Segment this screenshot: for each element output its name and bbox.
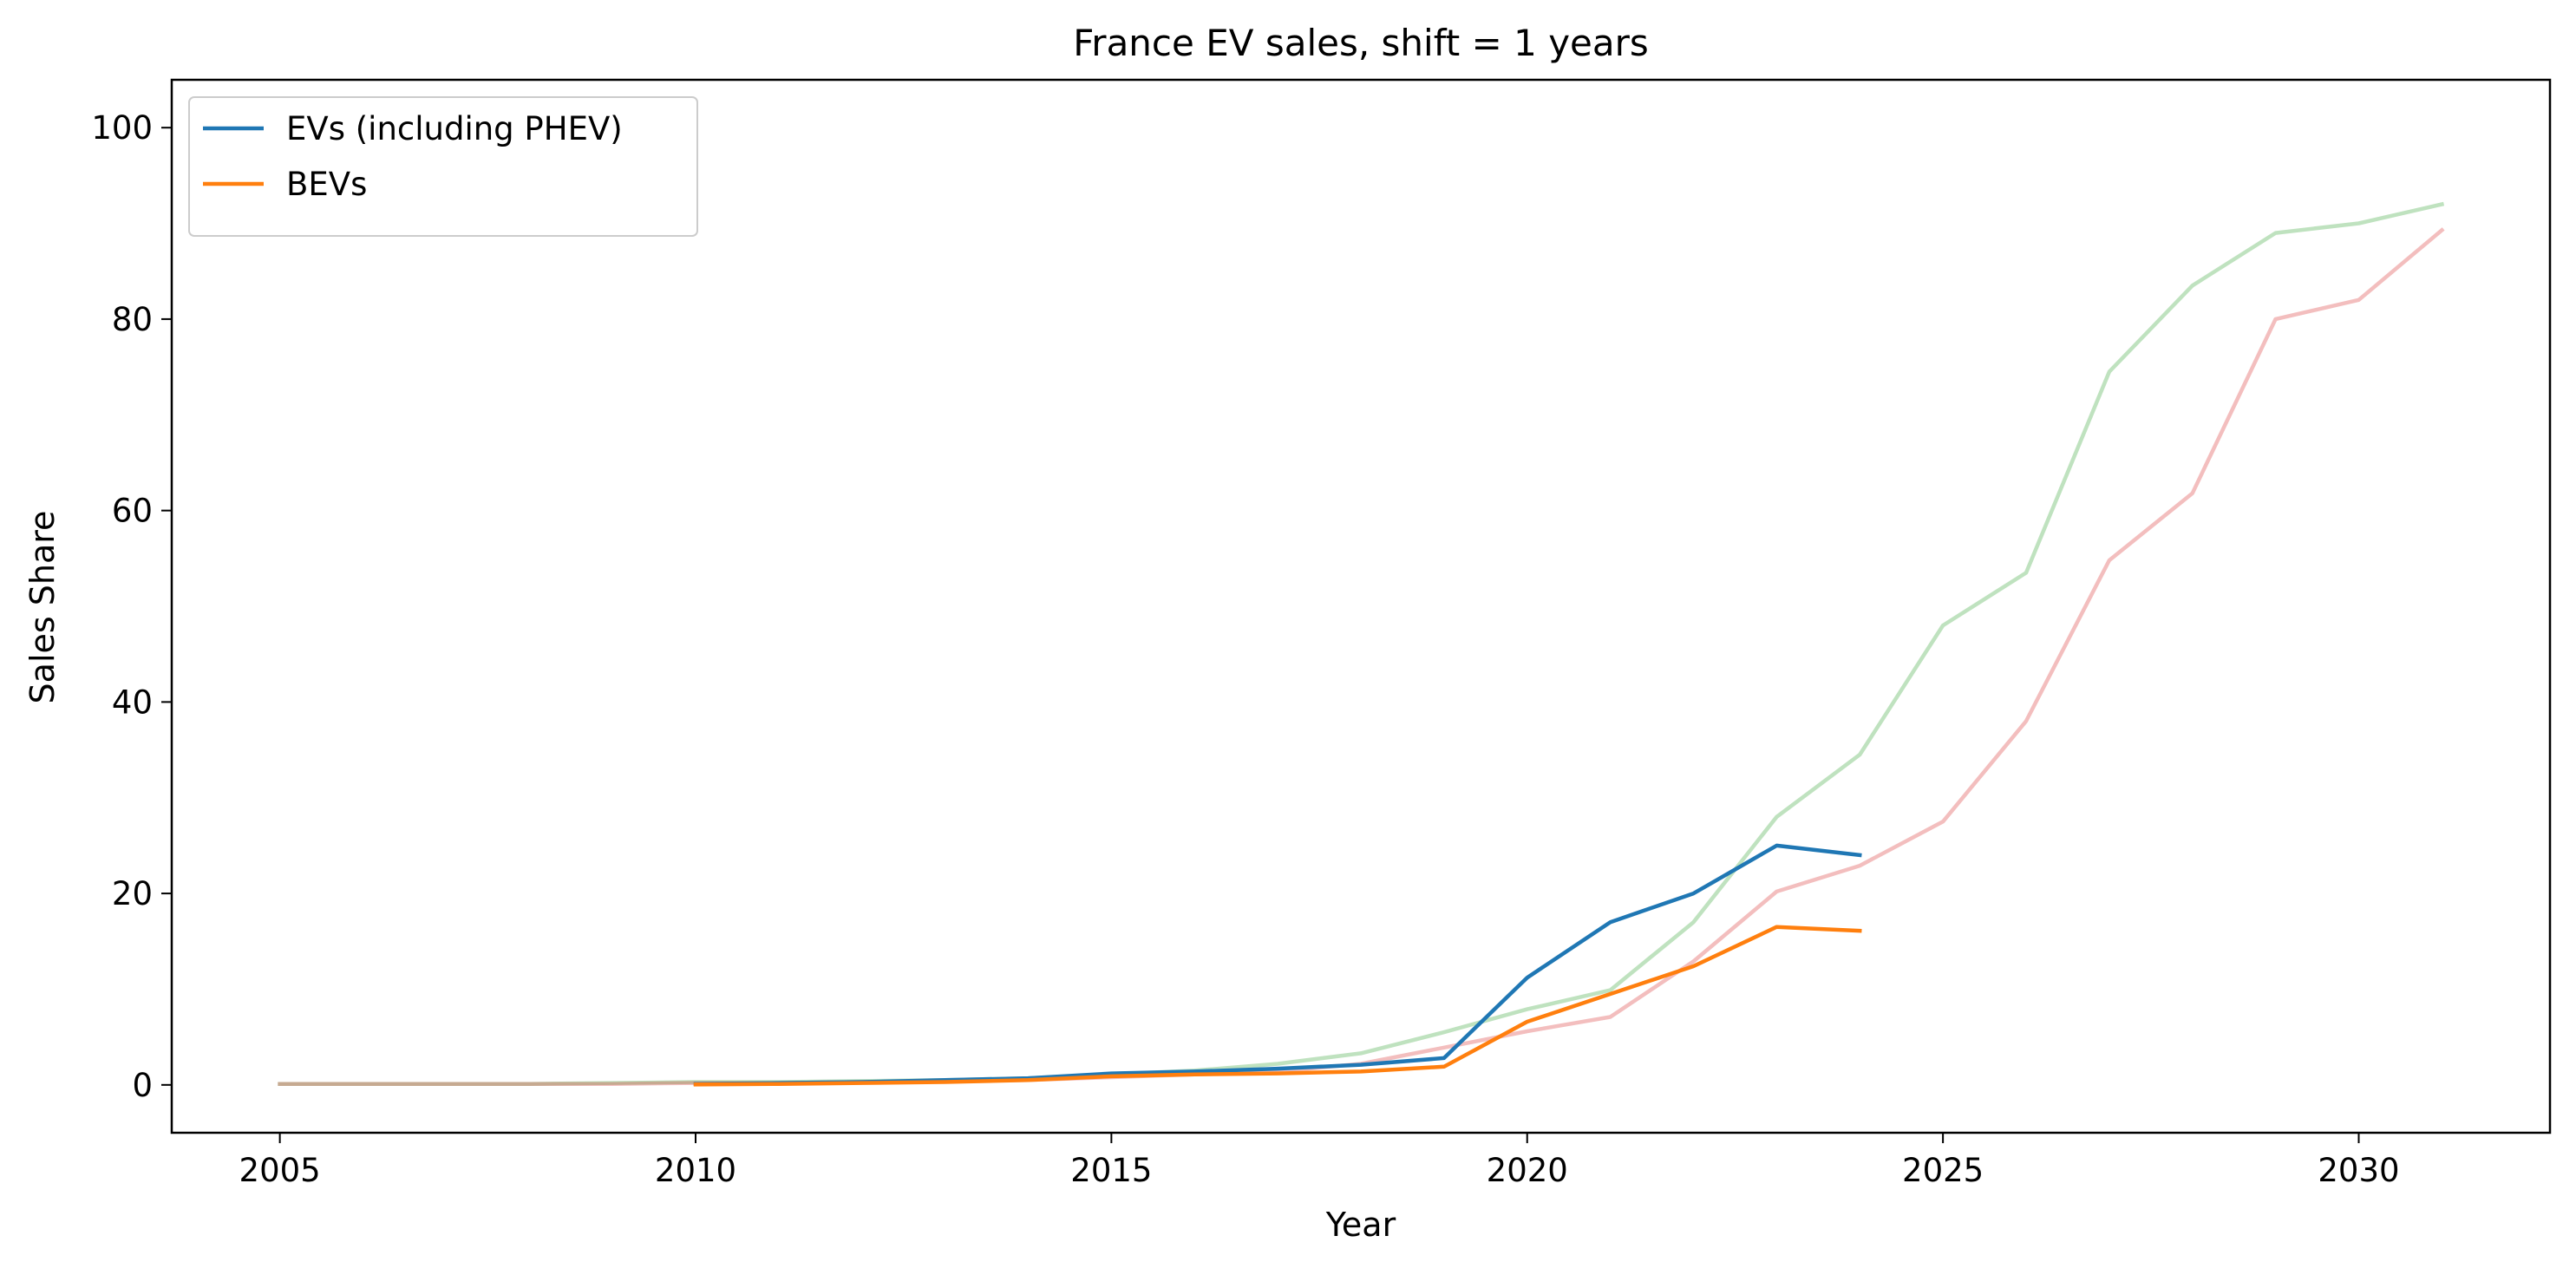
y-tick-label: 20 [112, 875, 153, 912]
y-tick-label: 100 [91, 109, 153, 147]
series-line-2 [693, 925, 1862, 1087]
series-line-3 [278, 201, 2445, 1086]
legend-box [188, 96, 698, 237]
y-axis: 0 20 40 60 80 100 [91, 109, 172, 1104]
x-tick-label: 2015 [1070, 1152, 1152, 1189]
y-axis-label: Sales Share [23, 511, 62, 704]
x-axis-label: Year [1325, 1206, 1396, 1244]
legend: EVs (including PHEV) BEVs [188, 96, 698, 237]
x-tick-label: 2030 [2318, 1152, 2399, 1189]
x-tick-label: 2020 [1487, 1152, 1568, 1189]
plot-area [278, 201, 2445, 1087]
y-tick-label: 40 [112, 683, 153, 721]
x-tick-label: 2010 [655, 1152, 736, 1189]
x-tick-label: 2025 [1902, 1152, 1984, 1189]
y-tick-label: 60 [112, 493, 153, 530]
chart-title: France EV sales, shift = 1 years [1073, 22, 1649, 64]
y-tick-label: 0 [132, 1067, 153, 1104]
x-axis: 2005 2010 2015 2020 2025 2030 [239, 1133, 2400, 1189]
y-tick-label: 80 [112, 301, 153, 338]
plot-frame [170, 78, 2552, 1134]
x-tick-label: 2005 [239, 1152, 321, 1189]
legend-label: EVs (including PHEV) [286, 110, 623, 147]
legend-label: BEVs [286, 166, 367, 203]
